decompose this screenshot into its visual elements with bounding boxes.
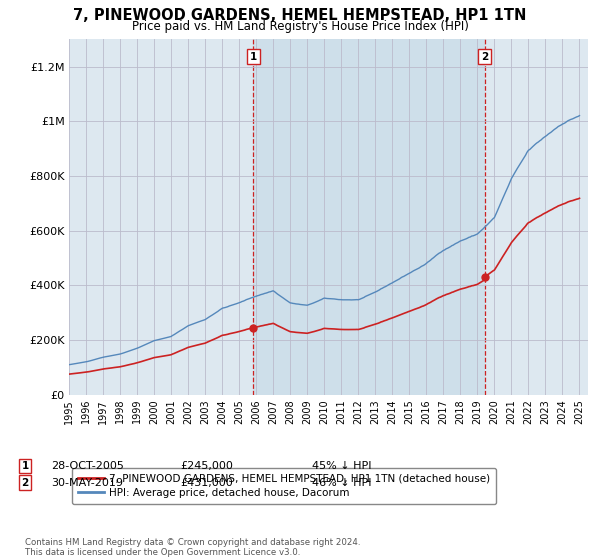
Text: 2: 2 [22,478,29,488]
Text: Contains HM Land Registry data © Crown copyright and database right 2024.
This d: Contains HM Land Registry data © Crown c… [25,538,361,557]
Text: 30-MAY-2019: 30-MAY-2019 [51,478,123,488]
Bar [253,39,485,395]
Text: 7, PINEWOOD GARDENS, HEMEL HEMPSTEAD, HP1 1TN: 7, PINEWOOD GARDENS, HEMEL HEMPSTEAD, HP… [73,8,527,24]
Text: 46% ↓ HPI: 46% ↓ HPI [312,478,371,488]
Text: £245,000: £245,000 [180,461,233,471]
Text: Price paid vs. HM Land Registry's House Price Index (HPI): Price paid vs. HM Land Registry's House … [131,20,469,32]
Text: 28-OCT-2005: 28-OCT-2005 [51,461,124,471]
Text: 2: 2 [481,52,488,62]
Text: 1: 1 [22,461,29,471]
Text: £431,000: £431,000 [180,478,233,488]
Legend: 7, PINEWOOD GARDENS, HEMEL HEMPSTEAD, HP1 1TN (detached house), HPI: Average pri: 7, PINEWOOD GARDENS, HEMEL HEMPSTEAD, HP… [71,468,496,504]
Text: 45% ↓ HPI: 45% ↓ HPI [312,461,371,471]
Text: 1: 1 [250,52,257,62]
